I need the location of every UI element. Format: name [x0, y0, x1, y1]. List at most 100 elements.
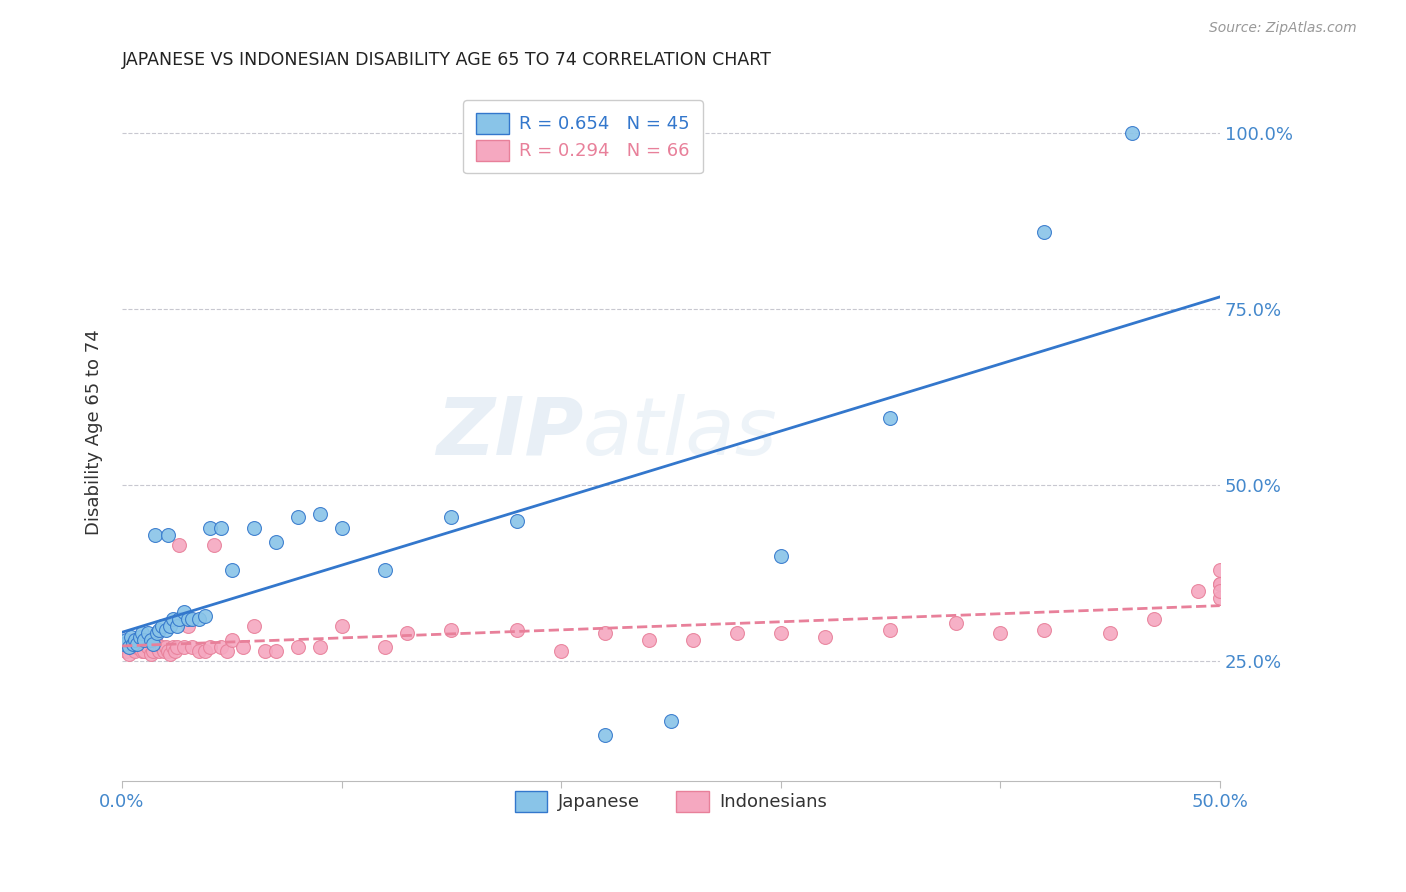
Text: JAPANESE VS INDONESIAN DISABILITY AGE 65 TO 74 CORRELATION CHART: JAPANESE VS INDONESIAN DISABILITY AGE 65… — [122, 51, 772, 69]
Point — [167, 538, 190, 552]
Point — [1209, 591, 1232, 605]
Y-axis label: Disability Age 65 to 74: Disability Age 65 to 74 — [86, 330, 103, 535]
Point — [769, 626, 792, 640]
Point — [150, 640, 173, 655]
Point — [1143, 612, 1166, 626]
Point — [198, 640, 221, 655]
Point — [166, 640, 188, 655]
Point — [146, 626, 169, 640]
Text: Source: ZipAtlas.com: Source: ZipAtlas.com — [1209, 21, 1357, 35]
Point — [157, 644, 180, 658]
Point — [139, 648, 162, 662]
Point — [264, 534, 287, 549]
Point — [209, 640, 232, 655]
Point — [308, 640, 330, 655]
Point — [142, 644, 165, 658]
Point — [166, 619, 188, 633]
Point — [187, 612, 209, 626]
Point — [115, 633, 138, 648]
Point — [194, 644, 217, 658]
Point — [157, 527, 180, 541]
Point — [124, 633, 146, 648]
Point — [330, 520, 353, 534]
Point — [374, 640, 396, 655]
Point — [593, 626, 616, 640]
Point — [181, 612, 204, 626]
Point — [112, 637, 135, 651]
Point — [264, 644, 287, 658]
Point — [132, 644, 155, 658]
Point — [242, 619, 264, 633]
Point — [163, 644, 186, 658]
Point — [117, 640, 139, 655]
Point — [162, 640, 184, 655]
Point — [127, 640, 149, 655]
Point — [112, 640, 135, 655]
Point — [177, 612, 200, 626]
Point — [879, 411, 901, 425]
Point — [115, 644, 138, 658]
Point — [131, 626, 153, 640]
Point — [194, 608, 217, 623]
Point — [177, 619, 200, 633]
Point — [550, 644, 572, 658]
Point — [150, 619, 173, 633]
Point — [217, 644, 239, 658]
Point — [143, 633, 166, 648]
Point — [1209, 563, 1232, 577]
Point — [232, 640, 254, 655]
Point — [1121, 127, 1143, 141]
Point — [173, 605, 195, 619]
Point — [202, 538, 225, 552]
Point — [131, 644, 153, 658]
Point — [506, 623, 529, 637]
Point — [988, 626, 1011, 640]
Point — [593, 728, 616, 742]
Point — [287, 510, 309, 524]
Point — [725, 626, 748, 640]
Point — [159, 648, 181, 662]
Text: atlas: atlas — [583, 393, 778, 472]
Point — [221, 563, 243, 577]
Point — [162, 612, 184, 626]
Point — [198, 520, 221, 534]
Point — [120, 640, 142, 655]
Point — [209, 520, 232, 534]
Point — [659, 714, 682, 728]
Point — [1187, 583, 1209, 598]
Point — [122, 637, 145, 651]
Point — [138, 640, 160, 655]
Point — [148, 623, 170, 637]
Point — [1209, 583, 1232, 598]
Point — [253, 644, 276, 658]
Point — [152, 644, 174, 658]
Point — [506, 514, 529, 528]
Point — [120, 630, 142, 644]
Point — [396, 626, 419, 640]
Point — [159, 619, 181, 633]
Point — [440, 623, 463, 637]
Point — [440, 510, 463, 524]
Point — [155, 640, 177, 655]
Point — [242, 520, 264, 534]
Point — [330, 619, 353, 633]
Point — [138, 626, 160, 640]
Point — [135, 637, 157, 651]
Point — [117, 648, 139, 662]
Point — [148, 644, 170, 658]
Point — [682, 633, 704, 648]
Point — [142, 637, 165, 651]
Point — [181, 640, 204, 655]
Point — [308, 507, 330, 521]
Point — [155, 623, 177, 637]
Point — [127, 637, 149, 651]
Point — [167, 612, 190, 626]
Point — [221, 633, 243, 648]
Point — [879, 623, 901, 637]
Point — [813, 630, 835, 644]
Point — [374, 563, 396, 577]
Point — [128, 630, 150, 644]
Point — [1209, 577, 1232, 591]
Point — [132, 633, 155, 648]
Point — [173, 640, 195, 655]
